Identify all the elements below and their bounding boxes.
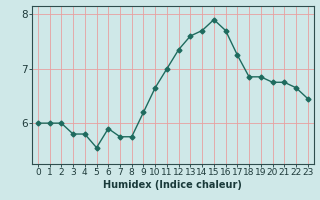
X-axis label: Humidex (Indice chaleur): Humidex (Indice chaleur) [103, 180, 242, 190]
